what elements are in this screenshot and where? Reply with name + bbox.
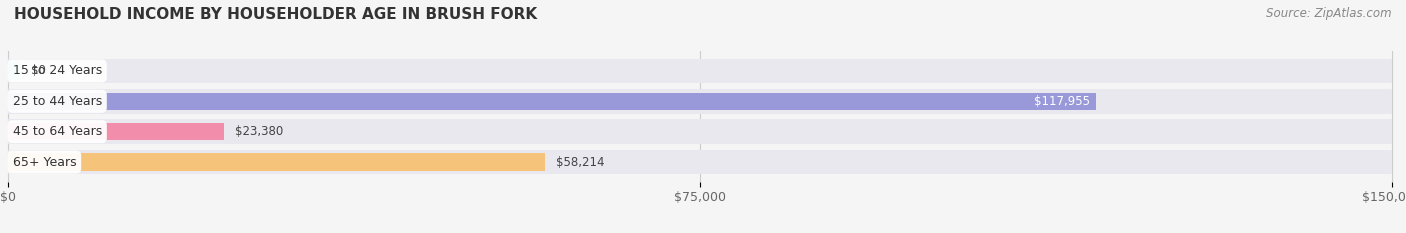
Text: $58,214: $58,214 <box>557 155 605 168</box>
Text: $0: $0 <box>31 65 45 78</box>
Text: $23,380: $23,380 <box>235 125 284 138</box>
Bar <box>8 119 1392 144</box>
Bar <box>8 150 1392 175</box>
Text: HOUSEHOLD INCOME BY HOUSEHOLDER AGE IN BRUSH FORK: HOUSEHOLD INCOME BY HOUSEHOLDER AGE IN B… <box>14 7 537 22</box>
Text: Source: ZipAtlas.com: Source: ZipAtlas.com <box>1267 7 1392 20</box>
Text: 15 to 24 Years: 15 to 24 Years <box>13 65 101 78</box>
Bar <box>8 89 1392 114</box>
Bar <box>8 153 546 171</box>
Text: 45 to 64 Years: 45 to 64 Years <box>13 125 101 138</box>
Text: $117,955: $117,955 <box>1033 95 1090 108</box>
Bar <box>8 123 224 140</box>
Text: 65+ Years: 65+ Years <box>13 155 76 168</box>
Text: 25 to 44 Years: 25 to 44 Years <box>13 95 101 108</box>
Bar <box>8 93 1097 110</box>
Bar <box>8 62 20 80</box>
Bar <box>8 58 1392 83</box>
